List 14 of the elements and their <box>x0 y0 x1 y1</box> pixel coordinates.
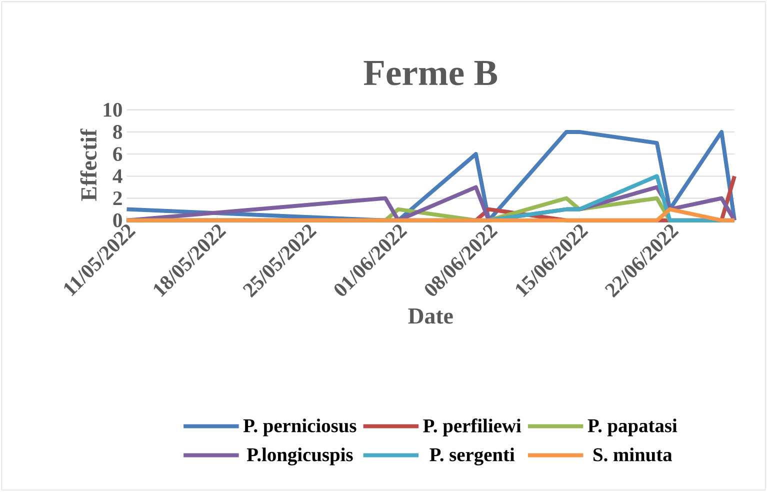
legend-label: P. perniciosus <box>243 418 356 436</box>
y-tick-label: 8 <box>113 125 122 140</box>
legend-label: S. minuta <box>594 448 672 462</box>
legend-label: P. papatasi <box>588 418 678 436</box>
y-tick-label: 4 <box>112 170 122 184</box>
x-axis-title: Date <box>408 308 453 324</box>
legend-label: P.longicuspis <box>246 448 353 466</box>
chart-title: Ferme B <box>364 61 498 86</box>
y-tick-label: 10 <box>104 103 122 117</box>
legend-label: P. perfiliewi <box>423 418 522 436</box>
y-tick-label: 2 <box>113 192 122 206</box>
y-axis-title: Effectif <box>80 128 97 201</box>
y-tick-label: 6 <box>113 147 122 162</box>
legend-label: P. sergenti <box>430 448 515 466</box>
